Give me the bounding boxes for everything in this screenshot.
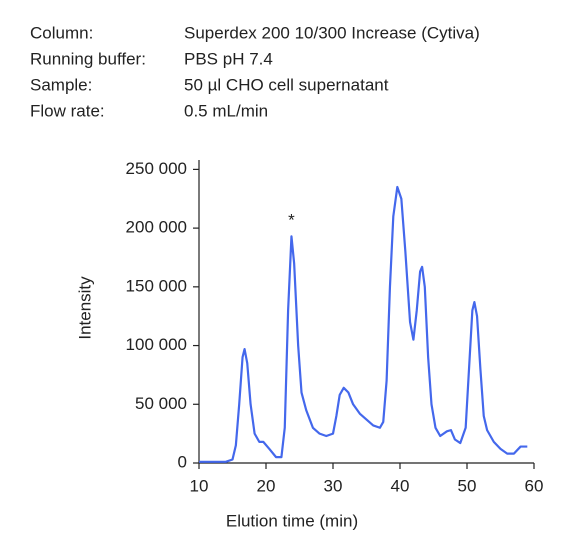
y-tick-label: 150 000 <box>126 276 187 295</box>
field-value: PBS pH 7.4 <box>184 49 273 68</box>
y-tick-label: 50 000 <box>135 394 187 413</box>
field-label: Flow rate: <box>30 101 105 120</box>
x-tick-label: 40 <box>391 476 410 495</box>
y-tick-label: 200 000 <box>126 218 187 237</box>
field-value: 50 µl CHO cell supernatant <box>184 75 389 94</box>
y-tick-label: 0 <box>178 452 187 471</box>
y-tick-label: 250 000 <box>126 159 187 178</box>
trace <box>199 185 528 463</box>
field-label: Running buffer: <box>30 49 146 68</box>
x-tick-label: 20 <box>257 476 276 495</box>
field-value: 0.5 mL/min <box>184 101 268 120</box>
x-tick-label: 50 <box>458 476 477 495</box>
x-tick-label: 10 <box>190 476 209 495</box>
x-tick-label: 30 <box>324 476 343 495</box>
field-label: Column: <box>30 23 93 42</box>
x-tick-label: 60 <box>525 476 544 495</box>
y-axis-label: Intensity <box>75 276 94 340</box>
field-label: Sample: <box>30 75 92 94</box>
x-axis-label: Elution time (min) <box>226 511 358 530</box>
field-value: Superdex 200 10/300 Increase (Cytiva) <box>184 23 480 42</box>
y-tick-label: 100 000 <box>126 335 187 354</box>
annotation: * <box>288 211 295 230</box>
